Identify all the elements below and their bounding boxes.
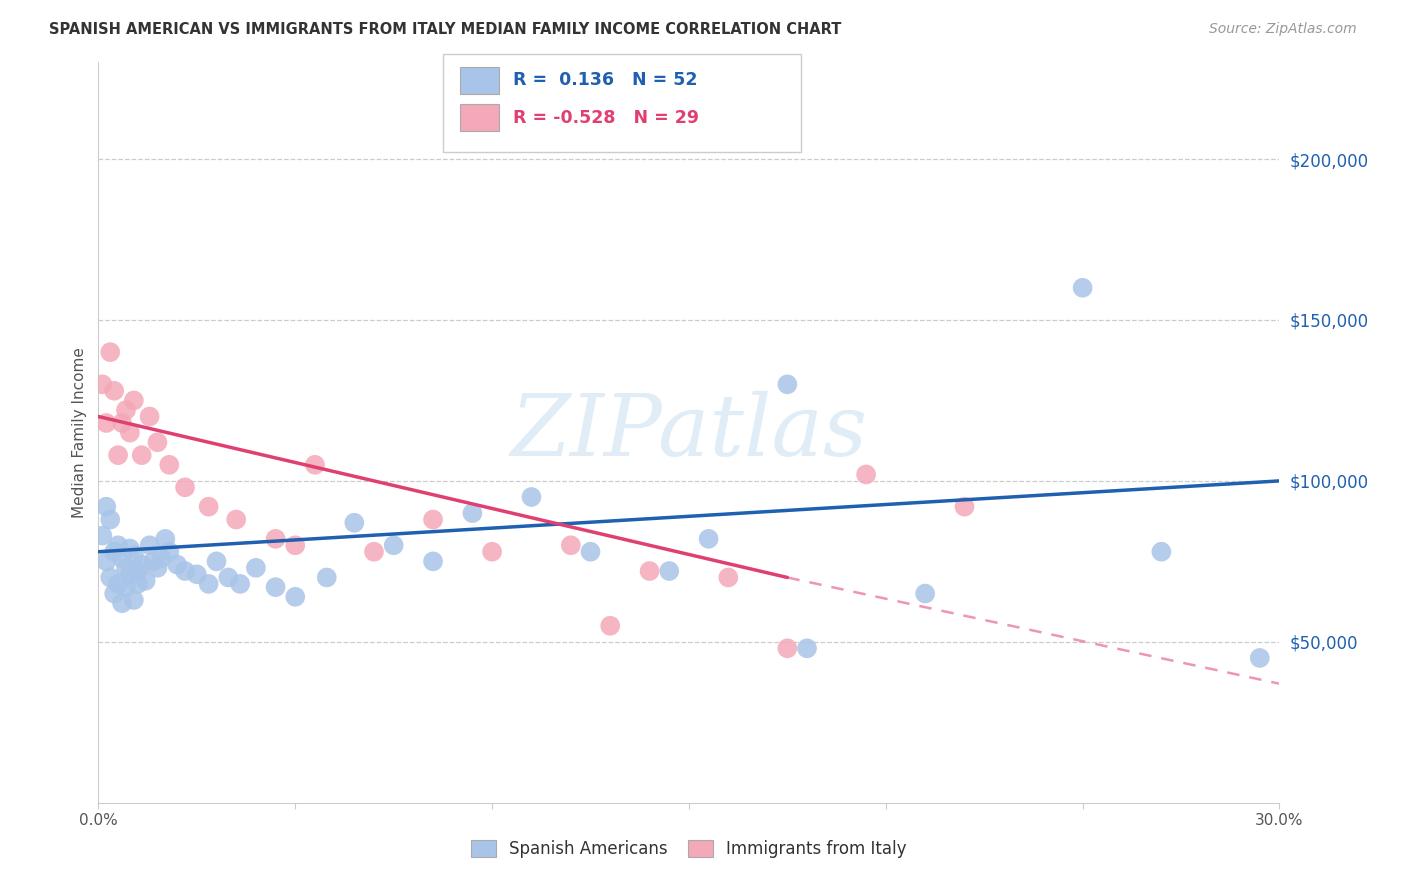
Point	[481, 545, 503, 559]
Point	[103, 384, 125, 398]
Point	[461, 506, 484, 520]
Point	[122, 548, 145, 562]
Point	[138, 538, 160, 552]
Point	[363, 545, 385, 559]
Point	[197, 577, 219, 591]
Y-axis label: Median Family Income: Median Family Income	[72, 347, 87, 518]
Text: Source: ZipAtlas.com: Source: ZipAtlas.com	[1209, 22, 1357, 37]
Point	[382, 538, 405, 552]
Point	[697, 532, 720, 546]
Point	[118, 425, 141, 440]
Point	[103, 545, 125, 559]
Point	[157, 545, 180, 559]
Point	[157, 458, 180, 472]
Point	[1071, 281, 1094, 295]
Point	[146, 435, 169, 450]
Point	[107, 538, 129, 552]
Point	[1249, 651, 1271, 665]
Point	[131, 448, 153, 462]
Point	[146, 561, 169, 575]
Point	[103, 586, 125, 600]
Point	[217, 570, 239, 584]
Point	[107, 577, 129, 591]
Point	[229, 577, 252, 591]
Point	[264, 580, 287, 594]
Point	[98, 345, 121, 359]
Point	[135, 574, 157, 588]
Point	[91, 528, 114, 542]
Point	[115, 580, 138, 594]
Point	[127, 577, 149, 591]
Point	[118, 541, 141, 556]
Point	[142, 554, 165, 568]
Point	[520, 490, 543, 504]
Point	[284, 590, 307, 604]
Point	[599, 619, 621, 633]
Point	[111, 596, 134, 610]
Point	[1150, 545, 1173, 559]
Point	[245, 561, 267, 575]
Point	[115, 403, 138, 417]
Point	[264, 532, 287, 546]
Point	[91, 377, 114, 392]
Point	[343, 516, 366, 530]
Point	[96, 554, 118, 568]
Point	[111, 551, 134, 566]
Point	[166, 558, 188, 572]
Text: R = -0.528   N = 29: R = -0.528 N = 29	[513, 109, 699, 127]
Point	[138, 409, 160, 424]
Point	[304, 458, 326, 472]
Point	[560, 538, 582, 552]
Point	[174, 564, 197, 578]
Point	[953, 500, 976, 514]
Point	[118, 567, 141, 582]
Point	[796, 641, 818, 656]
Point	[422, 554, 444, 568]
Point	[115, 561, 138, 575]
Point	[914, 586, 936, 600]
Point	[205, 554, 228, 568]
Point	[197, 500, 219, 514]
Point	[98, 512, 121, 526]
Point	[122, 593, 145, 607]
Point	[155, 532, 177, 546]
Point	[855, 467, 877, 482]
Text: SPANISH AMERICAN VS IMMIGRANTS FROM ITALY MEDIAN FAMILY INCOME CORRELATION CHART: SPANISH AMERICAN VS IMMIGRANTS FROM ITAL…	[49, 22, 842, 37]
Point	[225, 512, 247, 526]
Point	[150, 551, 173, 566]
Legend: Spanish Americans, Immigrants from Italy: Spanish Americans, Immigrants from Italy	[464, 833, 914, 865]
Point	[96, 416, 118, 430]
Point	[122, 393, 145, 408]
Point	[284, 538, 307, 552]
Point	[776, 641, 799, 656]
Point	[107, 448, 129, 462]
Text: ZIPatlas: ZIPatlas	[510, 392, 868, 474]
Point	[579, 545, 602, 559]
Point	[315, 570, 337, 584]
Point	[422, 512, 444, 526]
Point	[186, 567, 208, 582]
Point	[96, 500, 118, 514]
Point	[776, 377, 799, 392]
Point	[127, 564, 149, 578]
Point	[111, 416, 134, 430]
Point	[174, 480, 197, 494]
Point	[717, 570, 740, 584]
Point	[638, 564, 661, 578]
Point	[98, 570, 121, 584]
Point	[658, 564, 681, 578]
Text: R =  0.136   N = 52: R = 0.136 N = 52	[513, 71, 697, 89]
Point	[131, 558, 153, 572]
